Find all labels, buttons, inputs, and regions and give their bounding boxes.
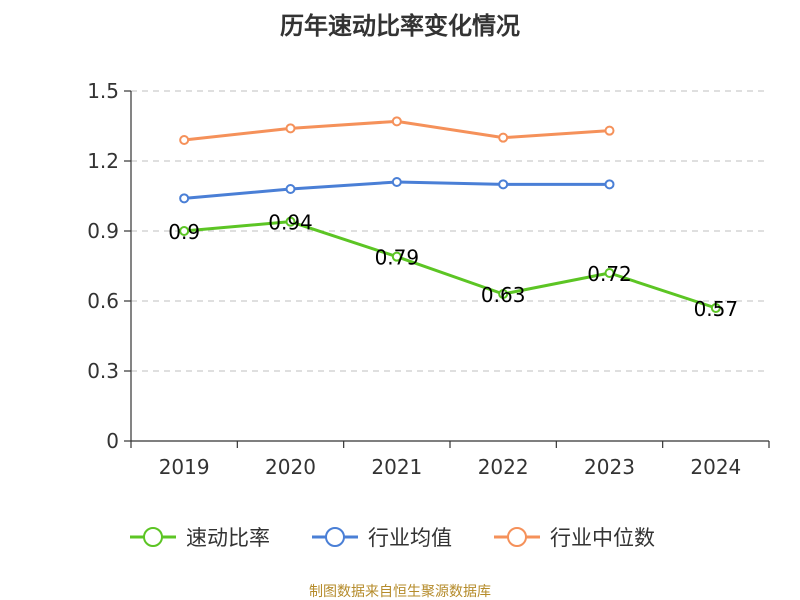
x-tick-label: 2019 — [159, 455, 210, 479]
data-point — [391, 177, 402, 187]
y-tick-label: 0 — [106, 429, 119, 453]
data-point — [285, 216, 296, 227]
legend-label: 行业中位数 — [550, 526, 655, 550]
y-tick-label: 0.6 — [87, 289, 119, 313]
series-line — [184, 220, 717, 310]
data-point — [391, 116, 402, 127]
data-point — [179, 135, 190, 145]
data-point — [498, 179, 509, 190]
legend-label: 行业均值 — [368, 526, 452, 550]
data-point — [391, 251, 402, 262]
data-point — [604, 179, 615, 190]
data-point — [285, 123, 296, 134]
data-label: 0.9 — [168, 220, 200, 244]
data-point — [498, 289, 509, 299]
data-label: 0.57 — [694, 297, 739, 321]
legend-label: 速动比率 — [186, 526, 270, 550]
x-tick-label: 2022 — [478, 455, 529, 479]
x-tick-label: 2020 — [265, 455, 316, 479]
x-tick-label: 2021 — [371, 455, 422, 479]
data-point — [179, 226, 190, 236]
data-point — [179, 193, 190, 204]
legend-marker — [143, 527, 163, 547]
chart-title: 历年速动比率变化情况 — [280, 12, 520, 40]
legend-marker — [325, 527, 345, 547]
legend-item: 行业中位数 — [494, 526, 655, 550]
x-tick-label: 2024 — [690, 455, 741, 479]
data-point — [285, 184, 296, 194]
data-point — [710, 303, 721, 313]
x-tick-label: 2023 — [584, 455, 635, 479]
data-point — [604, 125, 615, 136]
data-point — [604, 268, 615, 278]
source-note: 制图数据来自恒生聚源数据库 — [309, 584, 491, 600]
y-tick-label: 1.2 — [87, 149, 119, 173]
y-tick-label: 1.5 — [87, 79, 119, 103]
data-label: 0.94 — [268, 211, 313, 235]
y-tick-label: 0.9 — [87, 219, 119, 243]
data-label: 0.63 — [481, 283, 526, 307]
legend-marker — [507, 527, 527, 547]
legend-item: 行业均值 — [312, 526, 452, 550]
data-point — [498, 132, 509, 143]
y-tick-label: 0.3 — [87, 359, 119, 383]
data-label: 0.79 — [375, 246, 420, 270]
legend-item: 速动比率 — [130, 526, 270, 550]
data-label: 0.72 — [587, 262, 632, 286]
